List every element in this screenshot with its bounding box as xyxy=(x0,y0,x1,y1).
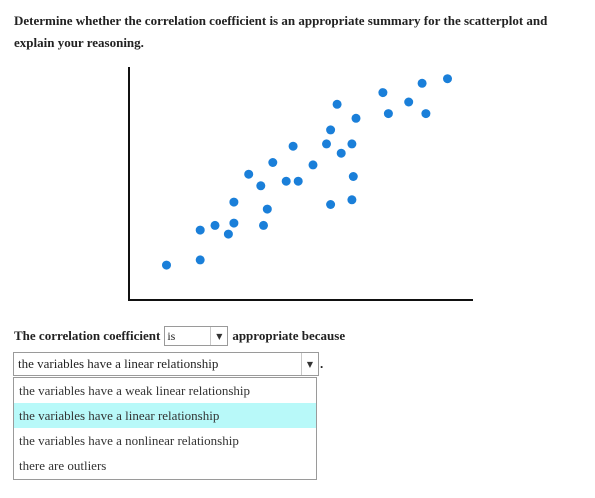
scatter-point xyxy=(326,200,336,209)
answer-prefix: The correlation coefficient xyxy=(14,328,161,343)
answer-sentence: The correlation coefficient is ▼ appropr… xyxy=(14,324,345,348)
scatter-point xyxy=(195,255,205,265)
answer-middle: appropriate because xyxy=(232,328,346,343)
scatter-point xyxy=(262,204,272,214)
scatter-point xyxy=(308,160,318,170)
is-isnot-select[interactable]: is ▼ xyxy=(164,326,229,346)
scatter-point xyxy=(281,176,291,186)
question-text: Determine whether the correlation coeffi… xyxy=(14,13,548,50)
scatter-point xyxy=(404,97,414,107)
scatter-point xyxy=(256,181,266,191)
scatter-point xyxy=(383,109,393,119)
scatter-point xyxy=(229,218,239,228)
scatter-points xyxy=(162,74,452,270)
scatter-point xyxy=(378,88,388,98)
scatter-point xyxy=(223,229,233,239)
scatter-point xyxy=(162,260,171,270)
scatter-point xyxy=(322,139,331,149)
scatter-point xyxy=(347,139,357,149)
reason-dropdown-list[interactable]: the variables have a weak linear relatio… xyxy=(13,377,317,480)
scatter-point xyxy=(195,225,205,235)
dropdown-option[interactable]: the variables have a linear relationship xyxy=(14,403,316,428)
chevron-down-icon[interactable]: ▼ xyxy=(301,353,318,375)
scatter-point xyxy=(348,172,358,181)
scatter-point xyxy=(421,109,431,119)
sentence-period: . xyxy=(320,356,324,371)
is-isnot-select-value: is xyxy=(167,329,176,343)
scatter-point xyxy=(210,220,220,230)
scatter-point xyxy=(351,113,361,123)
chevron-down-icon[interactable]: ▼ xyxy=(210,327,227,345)
dropdown-option[interactable]: the variables have a weak linear relatio… xyxy=(19,383,251,398)
scatter-point xyxy=(244,169,254,179)
scatter-point xyxy=(229,197,239,207)
scatter-point xyxy=(326,125,336,135)
scatter-point xyxy=(417,78,427,88)
scatter-point xyxy=(443,74,452,84)
scatter-point xyxy=(293,176,303,186)
scatter-point xyxy=(347,195,357,205)
scatter-point xyxy=(268,158,278,167)
dropdown-option[interactable]: the variables have a nonlinear relations… xyxy=(19,433,239,448)
reason-select[interactable]: the variables have a linear relationship… xyxy=(13,352,319,376)
dropdown-option[interactable]: there are outliers xyxy=(19,458,107,473)
scatter-point xyxy=(288,141,298,151)
scatter-point xyxy=(259,220,268,230)
scatter-point xyxy=(336,148,346,158)
reason-select-value: the variables have a linear relationship xyxy=(18,356,219,371)
scatterplot xyxy=(128,67,473,301)
scatter-point xyxy=(332,99,342,109)
